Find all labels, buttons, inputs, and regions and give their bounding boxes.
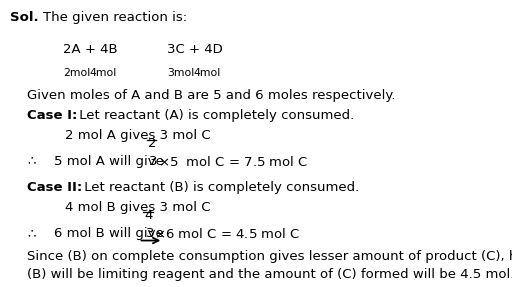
Text: 4 mol B gives 3 mol C: 4 mol B gives 3 mol C [65, 201, 210, 214]
Text: Given moles of A and B are 5 and 6 moles respectively.: Given moles of A and B are 5 and 6 moles… [28, 89, 396, 102]
Text: 3: 3 [145, 227, 154, 241]
Text: 4mol: 4mol [193, 68, 221, 78]
Text: 3C + 4D: 3C + 4D [167, 43, 223, 56]
Text: Let reactant (A) is completely consumed.: Let reactant (A) is completely consumed. [75, 109, 354, 122]
Text: (B) will be limiting reagent and the amount of (C) formed will be 4.5 mol.: (B) will be limiting reagent and the amo… [28, 268, 512, 282]
Text: 3mol: 3mol [167, 68, 194, 78]
Text: ∴: ∴ [28, 227, 36, 241]
Text: 4mol: 4mol [89, 68, 116, 78]
Text: Since (B) on complete consumption gives lesser amount of product (C), hence: Since (B) on complete consumption gives … [28, 250, 512, 263]
Text: $\times$5  mol C = 7.5 mol C: $\times$5 mol C = 7.5 mol C [158, 155, 308, 169]
Text: Case II:: Case II: [28, 181, 83, 194]
Text: 4: 4 [144, 209, 153, 222]
Text: 2A + 4B: 2A + 4B [63, 43, 117, 56]
Text: 2mol: 2mol [63, 68, 90, 78]
Text: 5 mol A will give: 5 mol A will give [54, 155, 164, 168]
Text: 2: 2 [148, 137, 156, 150]
Text: 2 mol A gives 3 mol C: 2 mol A gives 3 mol C [65, 129, 210, 142]
Text: The given reaction is:: The given reaction is: [44, 11, 187, 24]
Text: 6 mol B will give: 6 mol B will give [54, 227, 164, 241]
Text: Sol.: Sol. [10, 11, 38, 24]
Text: Case I:: Case I: [28, 109, 78, 122]
Text: $\times$6 mol C = 4.5 mol C: $\times$6 mol C = 4.5 mol C [155, 227, 301, 241]
Text: ∴: ∴ [28, 155, 36, 168]
Text: Let reactant (B) is completely consumed.: Let reactant (B) is completely consumed. [80, 181, 359, 194]
Text: 3: 3 [149, 155, 158, 168]
